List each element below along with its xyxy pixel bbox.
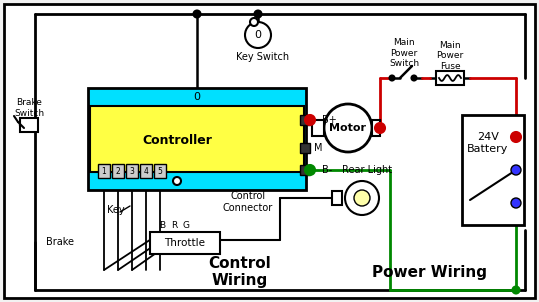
Text: Brake
Switch: Brake Switch (14, 98, 44, 118)
Circle shape (354, 190, 370, 206)
Text: Motor: Motor (329, 123, 367, 133)
Text: Main
Power
Switch: Main Power Switch (389, 38, 419, 68)
Bar (300, 115, 310, 125)
Bar (20, 118, 38, 132)
Circle shape (245, 22, 271, 48)
Text: Main
Power
Fuse: Main Power Fuse (437, 41, 464, 71)
Text: 0: 0 (194, 92, 201, 102)
Text: Control
Wiring: Control Wiring (209, 256, 271, 288)
Bar (312, 120, 324, 136)
Bar (88, 88, 306, 190)
Circle shape (324, 104, 372, 152)
Text: G: G (183, 220, 190, 230)
Text: Controller: Controller (142, 134, 212, 147)
Text: Control
Connector: Control Connector (223, 191, 273, 213)
Circle shape (305, 165, 315, 175)
Text: 1: 1 (102, 166, 106, 175)
Bar (112, 164, 124, 178)
Text: Brake: Brake (46, 237, 74, 247)
Circle shape (511, 132, 521, 142)
Bar (372, 120, 380, 136)
Circle shape (513, 287, 520, 294)
Circle shape (511, 198, 521, 208)
Bar (300, 165, 310, 175)
Circle shape (194, 11, 201, 18)
Bar (462, 115, 524, 225)
Circle shape (390, 76, 395, 81)
Text: 4: 4 (143, 166, 148, 175)
Text: R: R (171, 220, 177, 230)
Text: B: B (159, 220, 165, 230)
Circle shape (250, 18, 258, 26)
Circle shape (254, 11, 261, 18)
Bar (300, 143, 310, 153)
Text: 5: 5 (157, 166, 162, 175)
Bar (126, 164, 138, 178)
Text: 24V
Battery: 24V Battery (467, 132, 509, 154)
Circle shape (173, 177, 181, 185)
Text: 0: 0 (254, 30, 261, 40)
Text: B+: B+ (322, 115, 337, 125)
Text: B-: B- (322, 165, 332, 175)
Text: Throttle: Throttle (164, 238, 205, 248)
Bar (154, 164, 166, 178)
Circle shape (411, 76, 417, 81)
Text: Rear Light: Rear Light (342, 165, 392, 175)
Bar (150, 232, 220, 254)
Bar (436, 71, 464, 85)
Text: Power Wiring: Power Wiring (372, 265, 487, 279)
Circle shape (375, 123, 385, 133)
Text: 2: 2 (116, 166, 120, 175)
Text: M: M (314, 143, 322, 153)
Bar (90, 106, 304, 172)
Bar (140, 164, 152, 178)
Circle shape (345, 181, 379, 215)
Text: Key Switch: Key Switch (237, 52, 289, 62)
Circle shape (305, 115, 315, 125)
Text: 3: 3 (129, 166, 134, 175)
Bar (98, 164, 110, 178)
Text: Key: Key (107, 205, 125, 215)
Circle shape (511, 165, 521, 175)
Bar (332, 191, 342, 205)
